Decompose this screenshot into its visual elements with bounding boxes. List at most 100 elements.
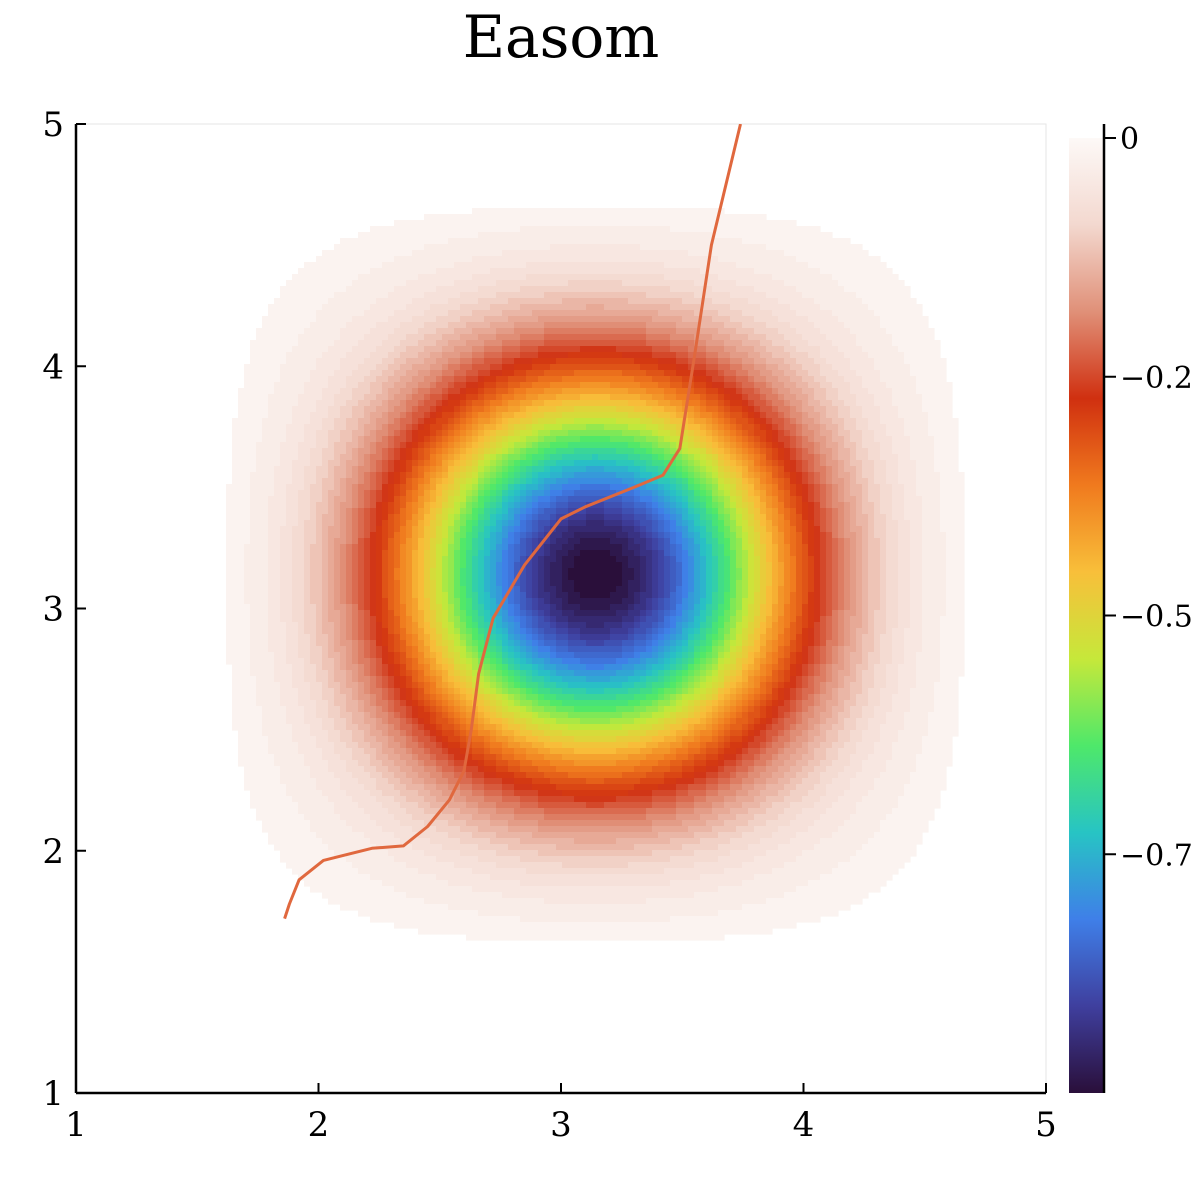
contour-cell <box>502 250 509 257</box>
contour-cell <box>394 262 401 269</box>
contour-cell <box>292 334 299 341</box>
contour-cell <box>448 424 455 431</box>
contour-cell <box>766 364 773 371</box>
contour-cell <box>712 328 719 335</box>
contour-cell <box>796 460 803 467</box>
contour-cell <box>784 376 791 383</box>
contour-cell <box>790 388 797 395</box>
contour-cell <box>580 364 587 371</box>
contour-cell <box>328 328 335 335</box>
contour-cell <box>346 406 353 413</box>
contour-cell <box>730 466 737 473</box>
contour-cell <box>850 394 857 401</box>
contour-cell <box>514 268 521 275</box>
contour-cell <box>724 214 731 221</box>
contour-cell <box>658 418 665 425</box>
contour-cell <box>730 460 737 467</box>
contour-cell <box>352 484 359 491</box>
contour-cell <box>352 382 359 389</box>
contour-cell <box>934 466 941 473</box>
contour-cell <box>874 256 881 263</box>
contour-cell <box>550 286 557 293</box>
contour-cell <box>256 418 263 425</box>
contour-cell <box>892 370 899 377</box>
contour-cell <box>772 304 779 311</box>
contour-cell <box>904 382 911 389</box>
contour-cell <box>238 388 245 395</box>
contour-cell <box>442 250 449 257</box>
contour-cell <box>454 382 461 389</box>
contour-cell <box>664 310 671 317</box>
contour-cell <box>844 364 851 371</box>
contour-cell <box>808 478 815 485</box>
contour-cell <box>292 388 299 395</box>
contour-cell <box>652 232 659 239</box>
contour-cell <box>478 412 485 419</box>
contour-cell <box>310 460 317 467</box>
contour-cell <box>802 382 809 389</box>
contour-cell <box>508 466 515 473</box>
contour-cell <box>922 382 929 389</box>
contour-cell <box>832 436 839 443</box>
contour-cell <box>640 478 647 485</box>
contour-cell <box>568 346 575 353</box>
contour-cell <box>628 280 635 287</box>
contour-cell <box>706 382 713 389</box>
contour-cell <box>262 370 269 377</box>
contour-cell <box>808 334 815 341</box>
contour-cell <box>868 310 875 317</box>
contour-cell <box>586 268 593 275</box>
contour-cell <box>394 238 401 245</box>
contour-cell <box>880 358 887 365</box>
contour-cell <box>334 436 341 443</box>
contour-cell <box>634 238 641 245</box>
contour-cell <box>370 256 377 263</box>
contour-cell <box>760 298 767 305</box>
contour-cell <box>664 394 671 401</box>
contour-cell <box>340 286 347 293</box>
contour-cell <box>808 244 815 251</box>
contour-cell <box>382 310 389 317</box>
contour-cell <box>496 388 503 395</box>
contour-cell <box>358 388 365 395</box>
contour-cell <box>742 370 749 377</box>
contour-cell <box>760 460 767 467</box>
contour-cell <box>802 358 809 365</box>
contour-cell <box>382 436 389 443</box>
contour-cell <box>766 382 773 389</box>
contour-cell <box>616 310 623 317</box>
contour-cell <box>316 376 323 383</box>
contour-cell <box>562 310 569 317</box>
contour-cell <box>394 418 401 425</box>
contour-cell <box>670 274 677 281</box>
contour-cell <box>772 286 779 293</box>
contour-cell <box>280 460 287 467</box>
contour-cell <box>832 430 839 437</box>
contour-cell <box>838 376 845 383</box>
contour-cell <box>664 364 671 371</box>
contour-cell <box>670 346 677 353</box>
contour-cell <box>448 406 455 413</box>
contour-cell <box>880 454 887 461</box>
contour-cell <box>478 340 485 347</box>
contour-cell <box>940 400 947 407</box>
contour-cell <box>640 262 647 269</box>
contour-cell <box>508 442 515 449</box>
contour-cell <box>742 376 749 383</box>
contour-cell <box>928 340 935 347</box>
contour-cell <box>634 478 641 485</box>
contour-cell <box>730 274 737 281</box>
contour-cell <box>586 346 593 353</box>
contour-cell <box>904 394 911 401</box>
contour-cell <box>280 424 287 431</box>
contour-cell <box>880 376 887 383</box>
contour-cell <box>772 238 779 245</box>
contour-cell <box>646 346 653 353</box>
contour-cell <box>256 352 263 359</box>
contour-cell <box>628 316 635 323</box>
contour-cell <box>394 310 401 317</box>
contour-cell <box>556 328 563 335</box>
contour-cell <box>874 418 881 425</box>
contour-cell <box>682 358 689 365</box>
contour-cell <box>376 460 383 467</box>
